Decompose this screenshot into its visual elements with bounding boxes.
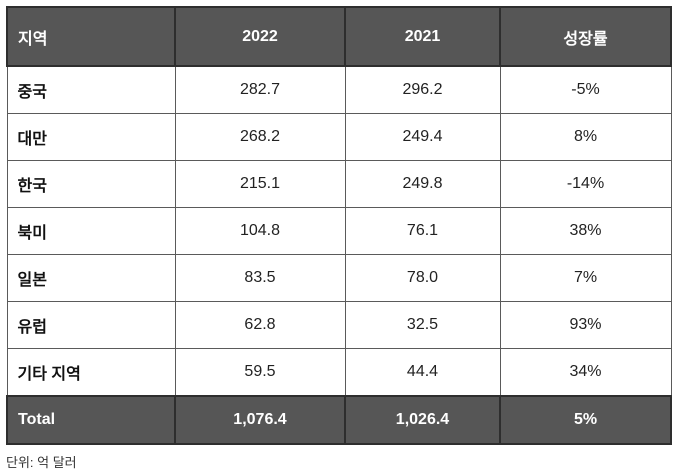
table-row: 북미 104.8 76.1 38% bbox=[6, 207, 672, 255]
table-header: 지역 2022 2021 성장률 bbox=[6, 6, 672, 67]
table-body: 중국 282.7 296.2 -5% 대만 268.2 249.4 8% 한국 … bbox=[6, 65, 672, 397]
growth-rate-cell: -5% bbox=[499, 65, 672, 114]
table-row: 유럽 62.8 32.5 93% bbox=[6, 301, 672, 349]
table-row: 대만 268.2 249.4 8% bbox=[6, 113, 672, 161]
region-cell: 북미 bbox=[6, 207, 176, 255]
total-2022: 1,076.4 bbox=[174, 395, 346, 445]
total-growth-rate: 5% bbox=[499, 395, 672, 445]
header-region: 지역 bbox=[6, 6, 176, 67]
total-2021: 1,026.4 bbox=[344, 395, 501, 445]
region-cell: 중국 bbox=[6, 65, 176, 114]
header-2021: 2021 bbox=[344, 6, 501, 67]
sales-table-container: 지역 2022 2021 성장률 중국 282.7 296.2 -5% 대만 2… bbox=[6, 6, 672, 445]
value-2022-cell: 282.7 bbox=[174, 65, 346, 114]
value-2022-cell: 83.5 bbox=[174, 254, 346, 302]
value-2022-cell: 62.8 bbox=[174, 301, 346, 349]
region-sales-table: 지역 2022 2021 성장률 중국 282.7 296.2 -5% 대만 2… bbox=[6, 6, 672, 445]
growth-rate-cell: 38% bbox=[499, 207, 672, 255]
total-row: Total 1,076.4 1,026.4 5% bbox=[6, 395, 672, 445]
header-row: 지역 2022 2021 성장률 bbox=[6, 6, 672, 67]
value-2021-cell: 249.8 bbox=[344, 160, 501, 208]
region-cell: 한국 bbox=[6, 160, 176, 208]
region-cell: 대만 bbox=[6, 113, 176, 161]
growth-rate-cell: 8% bbox=[499, 113, 672, 161]
table-row: 한국 215.1 249.8 -14% bbox=[6, 160, 672, 208]
table-row: 중국 282.7 296.2 -5% bbox=[6, 65, 672, 114]
header-growth-rate: 성장률 bbox=[499, 6, 672, 67]
value-2021-cell: 296.2 bbox=[344, 65, 501, 114]
unit-note: 단위: 억 달러 bbox=[6, 455, 77, 470]
table-row: 일본 83.5 78.0 7% bbox=[6, 254, 672, 302]
value-2021-cell: 76.1 bbox=[344, 207, 501, 255]
header-2022: 2022 bbox=[174, 6, 346, 67]
growth-rate-cell: -14% bbox=[499, 160, 672, 208]
growth-rate-cell: 93% bbox=[499, 301, 672, 349]
value-2022-cell: 268.2 bbox=[174, 113, 346, 161]
value-2022-cell: 104.8 bbox=[174, 207, 346, 255]
value-2022-cell: 59.5 bbox=[174, 348, 346, 397]
value-2021-cell: 249.4 bbox=[344, 113, 501, 161]
table-row: 기타 지역 59.5 44.4 34% bbox=[6, 348, 672, 397]
region-cell: 유럽 bbox=[6, 301, 176, 349]
region-cell: 기타 지역 bbox=[6, 348, 176, 397]
value-2022-cell: 215.1 bbox=[174, 160, 346, 208]
growth-rate-cell: 7% bbox=[499, 254, 672, 302]
table-footer: Total 1,076.4 1,026.4 5% bbox=[6, 395, 672, 445]
growth-rate-cell: 34% bbox=[499, 348, 672, 397]
value-2021-cell: 32.5 bbox=[344, 301, 501, 349]
value-2021-cell: 44.4 bbox=[344, 348, 501, 397]
total-label: Total bbox=[6, 395, 176, 445]
value-2021-cell: 78.0 bbox=[344, 254, 501, 302]
region-cell: 일본 bbox=[6, 254, 176, 302]
